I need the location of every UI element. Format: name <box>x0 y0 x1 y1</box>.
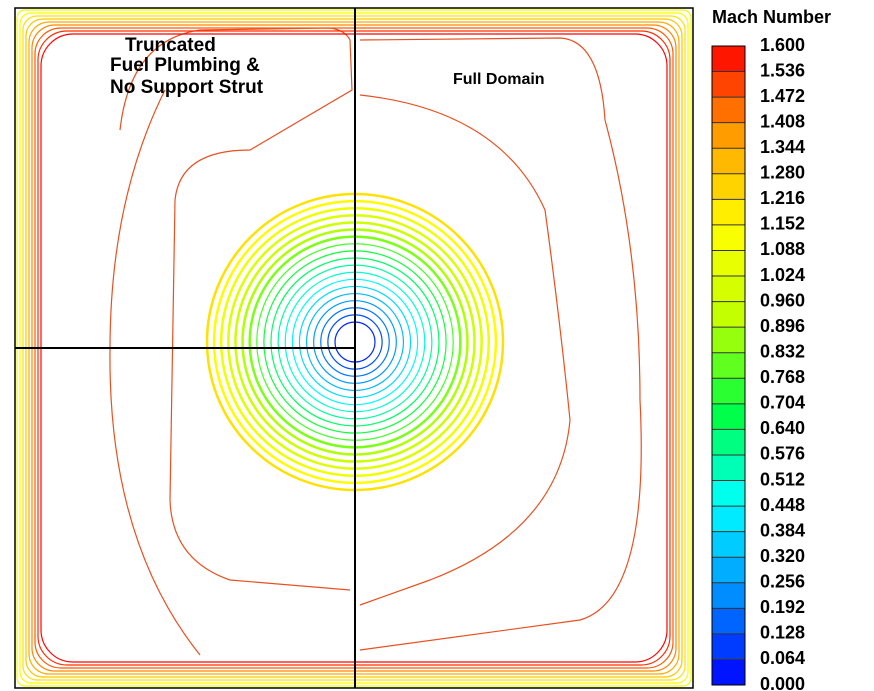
colorbar-label: 0.640 <box>760 418 805 438</box>
colorbar-band <box>712 276 745 302</box>
annotation: Full Domain <box>453 71 545 88</box>
colorbar-label: 0.000 <box>760 674 805 691</box>
colorbar-band <box>712 224 745 251</box>
colorbar-label: 0.512 <box>760 469 805 489</box>
colorbar-band <box>712 71 745 98</box>
colorbar-band <box>712 352 745 379</box>
colorbar-label: 0.768 <box>760 367 805 387</box>
annotation: No Support Strut <box>110 77 264 98</box>
colorbar-label: 1.536 <box>760 60 805 80</box>
contour-line <box>109 27 353 656</box>
contour-line <box>359 37 642 651</box>
colorbar-label: 0.192 <box>760 597 805 617</box>
colorbar-band <box>712 199 745 225</box>
colorbar-band <box>712 633 745 660</box>
colorbar-band <box>712 46 745 72</box>
colorbar-label: 0.448 <box>760 495 805 515</box>
colorbar-label: 0.384 <box>760 520 805 540</box>
colorbar-label: 1.024 <box>760 265 805 285</box>
colorbar-label: 0.320 <box>760 546 805 566</box>
colorbar-label: 1.216 <box>760 188 805 208</box>
colorbar-label: 0.256 <box>760 572 805 592</box>
colorbar-band <box>712 122 745 149</box>
colorbar-band <box>712 429 745 455</box>
colorbar-title: Mach Number <box>712 7 831 27</box>
colorbar-label: 1.344 <box>760 137 805 157</box>
colorbar-band <box>712 608 745 634</box>
colorbar-label: 0.832 <box>760 341 805 361</box>
colorbar-label: 1.600 <box>760 35 805 55</box>
colorbar-band <box>712 582 745 609</box>
colorbar-label: 0.128 <box>760 623 805 643</box>
colorbar-label: 0.896 <box>760 316 805 336</box>
colorbar-band <box>712 454 745 481</box>
colorbar-label: 1.408 <box>760 111 805 131</box>
colorbar-band <box>712 378 745 404</box>
colorbar-band <box>712 173 745 200</box>
colorbar-frame <box>711 45 746 686</box>
colorbar-band <box>712 301 745 328</box>
colorbar-band <box>712 327 745 353</box>
colorbar-label: 1.472 <box>760 86 805 106</box>
colorbar-band <box>712 557 745 583</box>
colorbar-label: 1.152 <box>760 214 805 234</box>
colorbar-label: 0.960 <box>760 290 805 310</box>
colorbar-band <box>712 148 745 174</box>
colorbar-label: 1.088 <box>760 239 805 259</box>
annotation: Truncated <box>125 35 216 56</box>
colorbar-band <box>712 480 745 507</box>
colorbar-band <box>712 506 745 532</box>
colorbar-band <box>712 250 745 277</box>
colorbar-band <box>712 659 745 685</box>
colorbar-label: 0.064 <box>760 648 805 668</box>
colorbar-band <box>712 97 745 123</box>
annotation: Fuel Plumbing & <box>110 55 260 76</box>
colorbar-label: 0.576 <box>760 444 805 464</box>
colorbar-label: 0.704 <box>760 393 805 413</box>
colorbar-label: 1.280 <box>760 163 805 183</box>
colorbar-band <box>712 403 745 430</box>
colorbar-band <box>712 531 745 558</box>
